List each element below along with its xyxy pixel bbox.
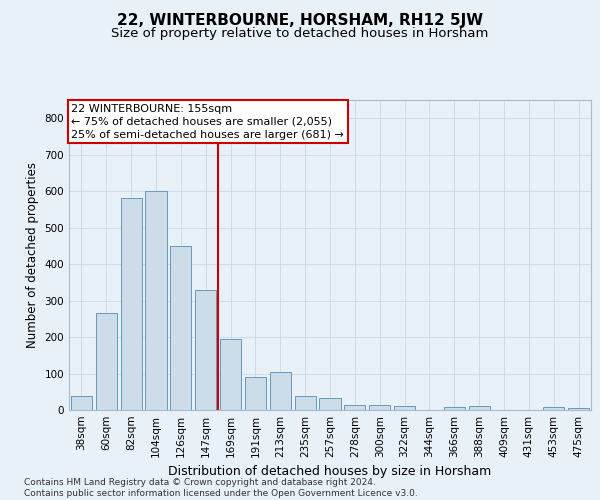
Bar <box>270 372 291 410</box>
Bar <box>295 396 316 410</box>
Bar <box>145 191 167 410</box>
Bar <box>121 198 142 410</box>
Bar <box>543 408 564 410</box>
Bar <box>469 406 490 410</box>
Bar <box>96 314 117 410</box>
Y-axis label: Number of detached properties: Number of detached properties <box>26 162 39 348</box>
Bar <box>319 398 341 410</box>
Bar <box>170 246 191 410</box>
Bar <box>369 405 390 410</box>
X-axis label: Distribution of detached houses by size in Horsham: Distribution of detached houses by size … <box>169 466 491 478</box>
Bar <box>245 377 266 410</box>
Bar <box>220 339 241 410</box>
Bar <box>344 404 365 410</box>
Bar <box>394 406 415 410</box>
Bar <box>444 408 465 410</box>
Text: Size of property relative to detached houses in Horsham: Size of property relative to detached ho… <box>112 28 488 40</box>
Bar <box>195 290 216 410</box>
Text: 22, WINTERBOURNE, HORSHAM, RH12 5JW: 22, WINTERBOURNE, HORSHAM, RH12 5JW <box>117 12 483 28</box>
Bar <box>71 396 92 410</box>
Text: 22 WINTERBOURNE: 155sqm
← 75% of detached houses are smaller (2,055)
25% of semi: 22 WINTERBOURNE: 155sqm ← 75% of detache… <box>71 104 344 140</box>
Bar <box>568 408 589 410</box>
Text: Contains HM Land Registry data © Crown copyright and database right 2024.
Contai: Contains HM Land Registry data © Crown c… <box>24 478 418 498</box>
